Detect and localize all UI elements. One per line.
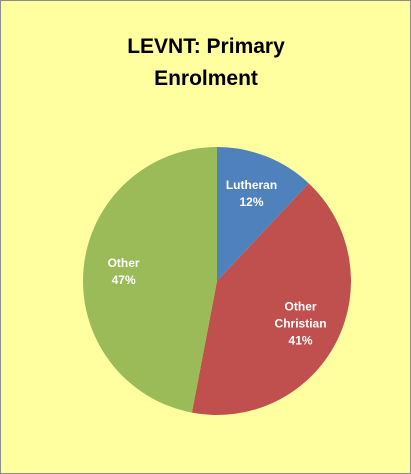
slice-label: Lutheran 12% — [212, 177, 292, 211]
slice-label: Other Christian 41% — [261, 298, 341, 349]
category-label: Other — [107, 256, 140, 271]
value-label: 12% — [239, 194, 264, 209]
value-label: 41% — [288, 333, 313, 348]
pie-slice — [217, 147, 309, 281]
pie-slice — [191, 183, 351, 415]
slice-label: Other 47% — [84, 255, 164, 289]
value-label: 47% — [111, 273, 136, 288]
category-label: Other Christian — [274, 299, 327, 331]
category-label: Lutheran — [225, 177, 278, 192]
chart-title: LEVNT: Primary Enrolment — [127, 35, 285, 90]
pie-slice — [83, 147, 217, 413]
